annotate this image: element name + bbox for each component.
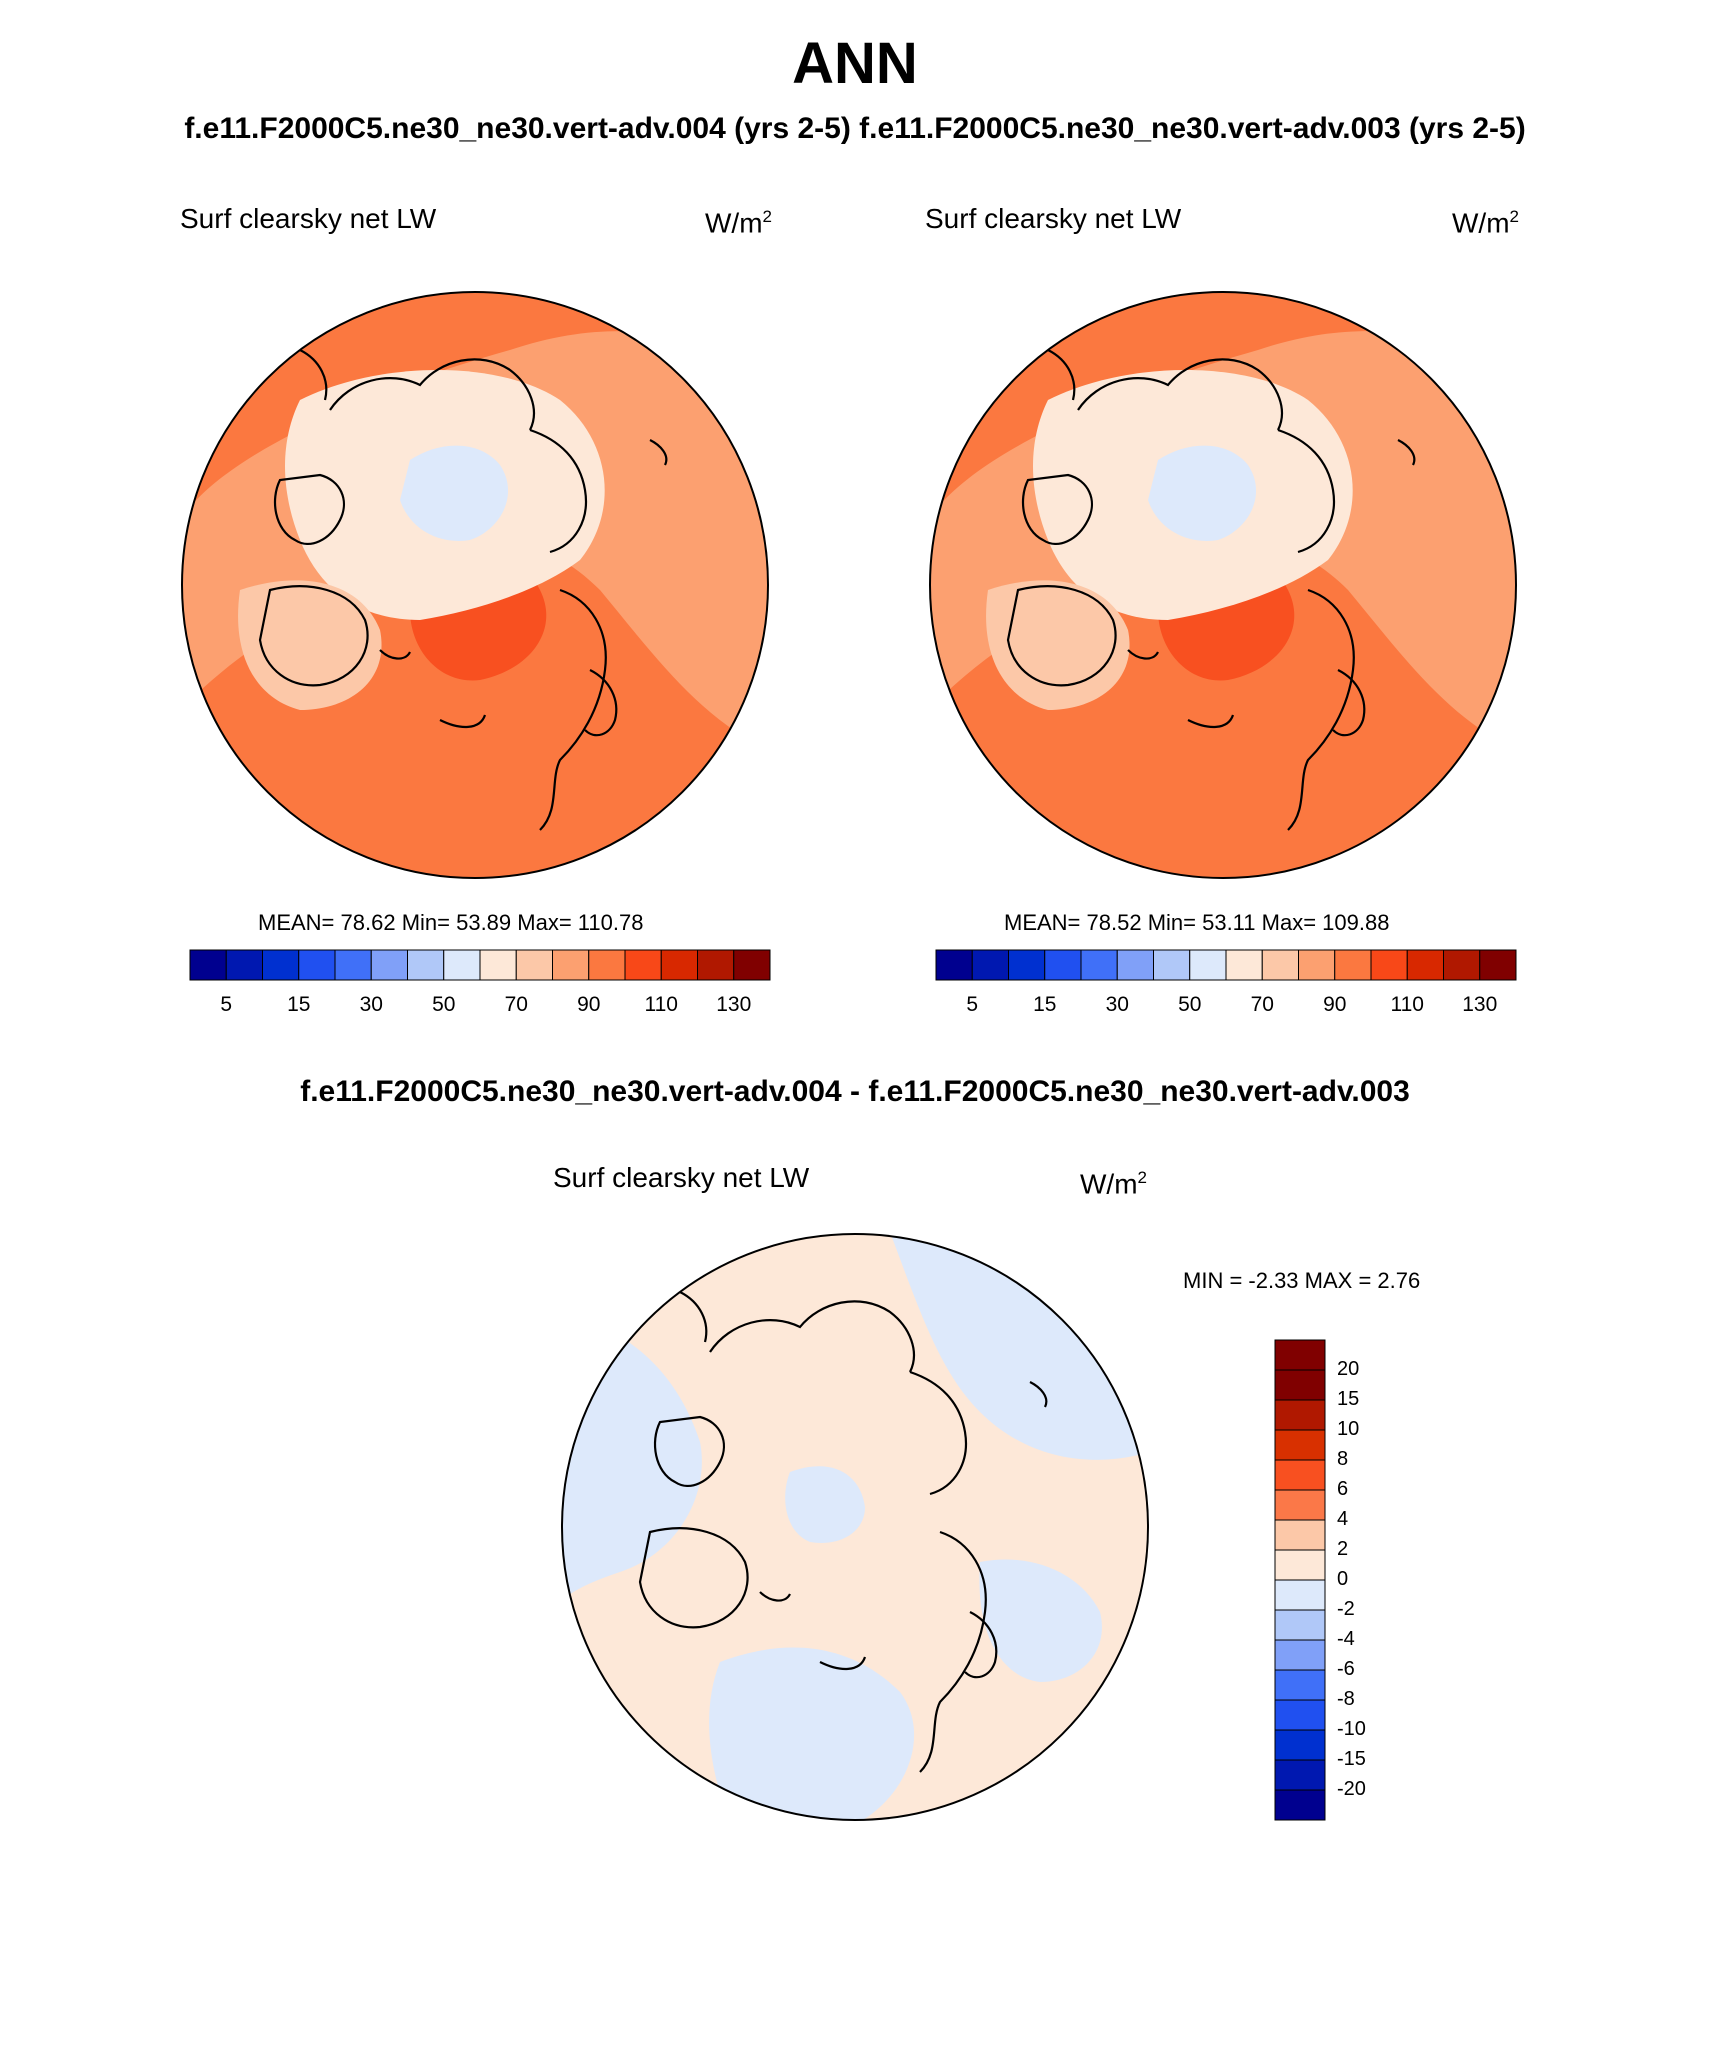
panel-3-polar-map bbox=[561, 1233, 1149, 1821]
colorbar-tick-label: -4 bbox=[1337, 1628, 1355, 1650]
colorbar-tick-label: 110 bbox=[644, 993, 678, 1016]
colorbar-box bbox=[407, 949, 445, 981]
colorbar-box bbox=[189, 949, 227, 981]
colorbar-box bbox=[443, 949, 481, 981]
colorbar-box bbox=[1274, 1339, 1326, 1371]
colorbar-box bbox=[515, 949, 553, 981]
colorbar-box bbox=[262, 949, 300, 981]
colorbar-tick-label: 70 bbox=[1250, 993, 1274, 1016]
colorbar-tick-label: 15 bbox=[1337, 1388, 1360, 1410]
colorbar-tick-label: 130 bbox=[1462, 993, 1498, 1016]
colorbar-tick-label: 5 bbox=[220, 993, 233, 1016]
colorbar-box bbox=[697, 949, 735, 981]
colorbar-box bbox=[552, 949, 590, 981]
colorbar-box bbox=[1189, 949, 1227, 981]
colorbar-tick-label: 50 bbox=[1178, 993, 1202, 1016]
colorbar-box bbox=[1116, 949, 1154, 981]
colorbar-box bbox=[1274, 1549, 1326, 1581]
colorbar-box bbox=[1274, 1579, 1326, 1611]
colorbar-tick-label: 50 bbox=[432, 993, 456, 1016]
colorbar-tick-label: 90 bbox=[577, 993, 601, 1016]
colorbar-tick-label: -2 bbox=[1337, 1598, 1355, 1620]
colorbar-box bbox=[1274, 1429, 1326, 1461]
colorbar-tick-label: -6 bbox=[1337, 1658, 1355, 1680]
colorbar-box bbox=[1080, 949, 1118, 981]
colorbar-tick-label: -20 bbox=[1337, 1778, 1366, 1800]
panel-2-units: W/m2 bbox=[1452, 207, 1519, 239]
colorbar-tick-label: 5 bbox=[966, 993, 979, 1016]
colorbar-box bbox=[1274, 1789, 1326, 1821]
colorbar-tick-label: 4 bbox=[1337, 1508, 1349, 1530]
colorbar-tick-label: 10 bbox=[1337, 1418, 1360, 1440]
panel-2-polar-map bbox=[929, 291, 1517, 879]
colorbar-tick-label: 0 bbox=[1337, 1568, 1349, 1590]
panel-1-stats: MEAN= 78.62 Min= 53.89 Max= 110.78 bbox=[258, 910, 644, 935]
figure-title: ANN bbox=[792, 31, 918, 96]
colorbar-box bbox=[334, 949, 372, 981]
panel-3-variable: Surf clearsky net LW bbox=[553, 1162, 810, 1193]
colorbar-box bbox=[1274, 1639, 1326, 1671]
panel-2-stats: MEAN= 78.52 Min= 53.11 Max= 109.88 bbox=[1004, 910, 1390, 935]
colorbar-tick-label: 30 bbox=[1105, 993, 1129, 1016]
colorbar-box bbox=[1274, 1489, 1326, 1521]
colorbar-box bbox=[1334, 949, 1372, 981]
colorbar-box bbox=[225, 949, 263, 981]
colorbar-box bbox=[1406, 949, 1444, 981]
panel-3-units: W/m2 bbox=[1080, 1168, 1147, 1200]
colorbar-box bbox=[1479, 949, 1517, 981]
panel-1-colorbar bbox=[189, 949, 771, 981]
colorbar-box bbox=[1008, 949, 1046, 981]
colorbar-tick-label: 15 bbox=[1033, 993, 1057, 1016]
colorbar-box bbox=[298, 949, 336, 981]
colorbar-box bbox=[1274, 1669, 1326, 1701]
colorbar-box bbox=[971, 949, 1009, 981]
colorbar-box bbox=[588, 949, 626, 981]
panel-3-colorbar bbox=[1274, 1339, 1326, 1821]
colorbar-tick-label: 20 bbox=[1337, 1358, 1360, 1380]
colorbar-box bbox=[1044, 949, 1082, 981]
colorbar-box bbox=[1274, 1369, 1326, 1401]
colorbar-box bbox=[1298, 949, 1336, 981]
colorbar-box bbox=[1274, 1609, 1326, 1641]
colorbar-box bbox=[624, 949, 662, 981]
colorbar-box bbox=[1274, 1729, 1326, 1761]
colorbar-tick-label: 8 bbox=[1337, 1448, 1349, 1470]
colorbar-box bbox=[370, 949, 408, 981]
colorbar-box bbox=[733, 949, 771, 981]
colorbar-tick-label: 70 bbox=[504, 993, 528, 1016]
colorbar-box bbox=[1370, 949, 1408, 981]
colorbar-tick-label: 110 bbox=[1390, 993, 1424, 1016]
colorbar-box bbox=[1274, 1519, 1326, 1551]
colorbar-box bbox=[1443, 949, 1481, 981]
panel-1-variable: Surf clearsky net LW bbox=[180, 203, 437, 234]
difference-title: f.e11.F2000C5.ne30_ne30.vert-adv.004 - f… bbox=[300, 1075, 1410, 1108]
colorbar-box bbox=[1274, 1459, 1326, 1491]
panel-3-stats: MIN = -2.33 MAX = 2.76 bbox=[1183, 1268, 1421, 1293]
colorbar-tick-label: -10 bbox=[1337, 1718, 1366, 1740]
colorbar-box bbox=[1274, 1699, 1326, 1731]
panel-2-colorbar bbox=[935, 949, 1517, 981]
colorbar-box bbox=[1274, 1399, 1326, 1431]
colorbar-box bbox=[1225, 949, 1263, 981]
colorbar-tick-label: 2 bbox=[1337, 1538, 1349, 1560]
colorbar-tick-label: 15 bbox=[287, 993, 311, 1016]
colorbar-box bbox=[1153, 949, 1191, 981]
colorbar-tick-label: 90 bbox=[1323, 993, 1347, 1016]
colorbar-box bbox=[935, 949, 973, 981]
panel-1-units: W/m2 bbox=[705, 207, 772, 239]
colorbar-tick-label: -15 bbox=[1337, 1748, 1366, 1770]
colorbar-box bbox=[479, 949, 517, 981]
colorbar-tick-label: 130 bbox=[716, 993, 752, 1016]
panel-1-polar-map bbox=[181, 291, 769, 879]
panel-2-variable: Surf clearsky net LW bbox=[925, 203, 1182, 234]
colorbar-box bbox=[1274, 1759, 1326, 1791]
colorbar-tick-label: 6 bbox=[1337, 1478, 1349, 1500]
colorbar-box bbox=[1261, 949, 1299, 981]
colorbar-tick-label: -8 bbox=[1337, 1688, 1355, 1710]
case-title: f.e11.F2000C5.ne30_ne30.vert-adv.004 (yr… bbox=[184, 112, 1526, 145]
colorbar-box bbox=[660, 949, 698, 981]
colorbar-tick-label: 30 bbox=[359, 993, 383, 1016]
